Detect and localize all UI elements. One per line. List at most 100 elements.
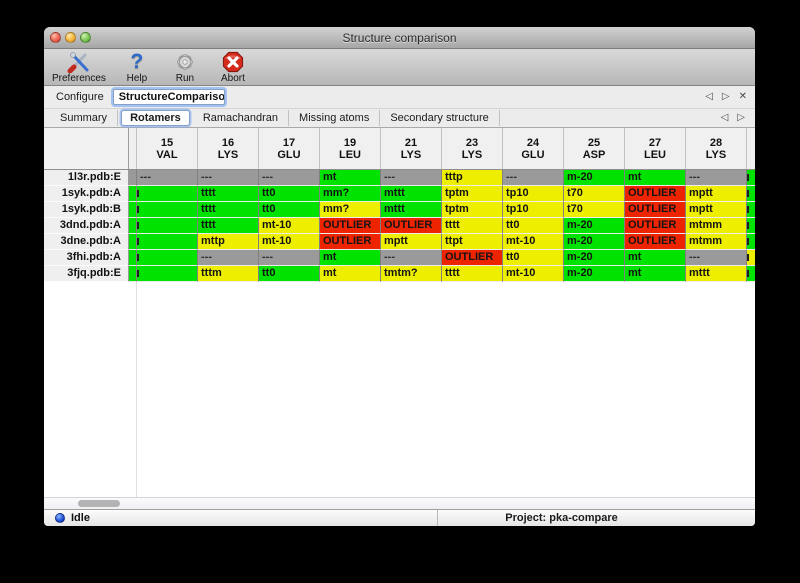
config-close-icon[interactable]: ✕ (738, 91, 747, 102)
title-bar[interactable]: Structure comparison (44, 27, 755, 49)
rotamer-cell[interactable]: mttt (381, 202, 442, 218)
rotamer-cell[interactable]: tt0 (503, 218, 564, 234)
rotamer-cell[interactable]: OUTLIER (320, 218, 381, 234)
rotamer-cell[interactable]: mt-10 (503, 266, 564, 282)
rotamer-cell[interactable]: OUTLIER (381, 218, 442, 234)
rotamer-cell[interactable]: tt0 (259, 186, 320, 202)
rotamer-cell[interactable]: tttt (442, 266, 503, 282)
rotamer-cell[interactable]: --- (259, 170, 320, 186)
rotamer-cell[interactable]: mttt (381, 186, 442, 202)
rotamer-cell[interactable]: tt0 (259, 202, 320, 218)
rotamer-cell[interactable]: tt0 (503, 250, 564, 266)
tab-summary[interactable]: Summary (50, 110, 119, 126)
zoom-window-button[interactable] (80, 32, 91, 43)
row-label[interactable]: 3fhi.pdb:A (44, 250, 129, 266)
rotamer-cell[interactable]: mt-10 (503, 234, 564, 250)
rotamer-cell[interactable]: mt (625, 170, 686, 186)
rotamer-cell[interactable]: --- (686, 250, 747, 266)
horizontal-scrollbar[interactable] (44, 497, 755, 509)
row-label[interactable]: 3dnd.pdb:A (44, 218, 129, 234)
rotamer-cell[interactable]: --- (503, 170, 564, 186)
rotamer-cell[interactable]: mtmm (686, 234, 747, 250)
rotamer-cell[interactable]: OUTLIER (625, 234, 686, 250)
row-label[interactable]: 3fjq.pdb:E (44, 266, 129, 282)
rotamer-cell[interactable]: t70 (564, 186, 625, 202)
rotamer-cell[interactable] (137, 186, 198, 202)
rotamer-cell[interactable]: ttpt (442, 234, 503, 250)
row-label[interactable]: 1syk.pdb:A (44, 186, 129, 202)
close-window-button[interactable] (50, 32, 61, 43)
rotamer-cell[interactable]: tttp (442, 170, 503, 186)
configuration-name-field[interactable]: StructureComparison_1 (112, 89, 225, 105)
rotamer-cell[interactable]: mptt (381, 234, 442, 250)
rotamer-cell[interactable]: m-20 (564, 234, 625, 250)
config-prev-arrow[interactable]: ◁ (705, 91, 713, 102)
rotamer-cell[interactable]: tttt (442, 218, 503, 234)
rotamer-cell[interactable]: tttm (198, 266, 259, 282)
rotamer-cell[interactable]: --- (381, 250, 442, 266)
rotamer-cell[interactable] (137, 218, 198, 234)
rotamer-cell[interactable]: m-20 (564, 250, 625, 266)
rotamer-cell[interactable]: tptm (442, 186, 503, 202)
rotamer-cell[interactable]: m-20 (564, 218, 625, 234)
rotamer-cell[interactable]: tttt (198, 186, 259, 202)
minimize-window-button[interactable] (65, 32, 76, 43)
tab-missing-atoms[interactable]: Missing atoms (289, 110, 381, 126)
rotamer-cell[interactable]: mt-10 (259, 234, 320, 250)
rotamer-cell[interactable]: mm? (320, 202, 381, 218)
tabs-next-arrow[interactable]: ▷ (737, 112, 745, 123)
tab-rotamers[interactable]: Rotamers (121, 110, 190, 126)
row-label[interactable]: 3dne.pdb:A (44, 234, 129, 250)
rotamer-cell[interactable]: mttp (198, 234, 259, 250)
rotamer-cell[interactable]: OUTLIER (625, 218, 686, 234)
rotamer-cell[interactable]: tptm (442, 202, 503, 218)
rotamer-cell[interactable]: mt-10 (259, 218, 320, 234)
rotamer-cell[interactable]: mt (320, 266, 381, 282)
project-name: Project: pka-compare (437, 510, 755, 526)
rotamer-cell[interactable]: tmtm? (381, 266, 442, 282)
scrollbar-thumb[interactable] (78, 500, 120, 507)
clipped-column-cell (129, 250, 137, 266)
rotamer-cell[interactable]: --- (198, 170, 259, 186)
rotamer-cell[interactable]: tttt (198, 218, 259, 234)
rotamer-cell[interactable]: mt (320, 170, 381, 186)
rotamer-cell[interactable]: tt0 (259, 266, 320, 282)
rotamer-cell[interactable]: m-20 (564, 266, 625, 282)
rotamer-cell[interactable]: mt (625, 266, 686, 282)
rotamer-cell[interactable]: mt (320, 250, 381, 266)
rotamer-cell[interactable]: mptt (686, 186, 747, 202)
rotamer-cell[interactable]: mm? (320, 186, 381, 202)
rotamer-cell[interactable]: mtmm (686, 218, 747, 234)
run-button[interactable]: Run (168, 51, 202, 84)
rotamer-cell[interactable]: mt (625, 250, 686, 266)
rotamer-cell[interactable]: tttt (198, 202, 259, 218)
rotamer-cell[interactable]: tp10 (503, 186, 564, 202)
preferences-button[interactable]: Preferences (52, 51, 106, 84)
tab-secondary-structure[interactable]: Secondary structure (380, 110, 500, 126)
rotamer-cell[interactable]: --- (686, 170, 747, 186)
rotamer-cell[interactable]: OUTLIER (625, 186, 686, 202)
row-label[interactable]: 1syk.pdb:B (44, 202, 129, 218)
rotamer-cell[interactable] (137, 234, 198, 250)
rotamer-cell[interactable]: --- (381, 170, 442, 186)
tab-ramachandran[interactable]: Ramachandran (193, 110, 290, 126)
rotamer-cell[interactable]: t70 (564, 202, 625, 218)
rotamer-cell[interactable] (137, 202, 198, 218)
rotamer-cell[interactable]: --- (137, 170, 198, 186)
rotamer-cell[interactable] (137, 266, 198, 282)
rotamer-cell[interactable]: mttt (686, 266, 747, 282)
abort-button[interactable]: Abort (216, 51, 250, 84)
rotamer-cell[interactable]: OUTLIER (442, 250, 503, 266)
help-button[interactable]: ? Help (120, 51, 154, 84)
rotamer-cell[interactable]: m-20 (564, 170, 625, 186)
rotamer-cell[interactable]: --- (259, 250, 320, 266)
rotamer-cell[interactable]: OUTLIER (320, 234, 381, 250)
rotamer-cell[interactable] (137, 250, 198, 266)
config-next-arrow[interactable]: ▷ (721, 91, 730, 102)
row-label[interactable]: 1l3r.pdb:E (44, 170, 129, 186)
tabs-prev-arrow[interactable]: ◁ (720, 112, 729, 123)
rotamer-cell[interactable]: --- (198, 250, 259, 266)
rotamer-cell[interactable]: mptt (686, 202, 747, 218)
rotamer-cell[interactable]: tp10 (503, 202, 564, 218)
rotamer-cell[interactable]: OUTLIER (625, 202, 686, 218)
